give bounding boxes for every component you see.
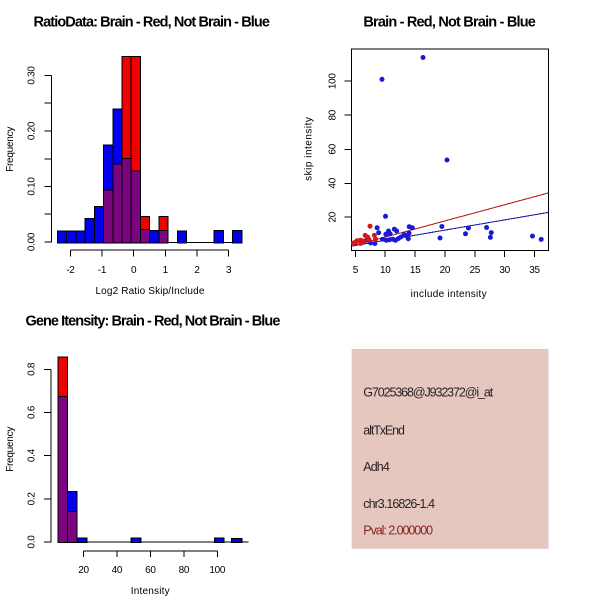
svg-text:Frequency: Frequency <box>5 127 16 172</box>
svg-text:Intensity: Intensity <box>131 586 170 597</box>
svg-text:-1: -1 <box>98 265 107 276</box>
svg-text:80: 80 <box>328 109 339 120</box>
svg-text:0.20: 0.20 <box>26 121 37 140</box>
svg-text:0.10: 0.10 <box>26 177 37 196</box>
svg-text:5: 5 <box>353 265 359 276</box>
svg-text:G7025368@J932372@i_at: G7025368@J932372@i_at <box>363 386 493 400</box>
svg-text:60: 60 <box>145 565 156 576</box>
svg-text:Adh4: Adh4 <box>363 460 390 474</box>
svg-text:0.30: 0.30 <box>26 66 37 85</box>
svg-text:3: 3 <box>226 265 232 276</box>
svg-text:20: 20 <box>440 265 451 276</box>
svg-text:0: 0 <box>131 265 137 276</box>
svg-text:0.6: 0.6 <box>26 405 37 419</box>
svg-text:100: 100 <box>209 565 226 576</box>
svg-text:30: 30 <box>499 265 510 276</box>
svg-text:0.00: 0.00 <box>26 232 37 251</box>
svg-text:include intensity: include intensity <box>411 289 487 300</box>
svg-text:0.2: 0.2 <box>26 492 37 506</box>
svg-text:60: 60 <box>328 143 339 154</box>
svg-text:Gene Itensity: Brain - Red, No: Gene Itensity: Brain - Red, Not Brain - … <box>26 314 281 330</box>
svg-text:25: 25 <box>470 265 481 276</box>
svg-text:Brain - Red, Not Brain - Blue: Brain - Red, Not Brain - Blue <box>363 15 535 31</box>
svg-text:1: 1 <box>163 265 169 276</box>
svg-text:0.4: 0.4 <box>26 448 37 462</box>
svg-text:Frequency: Frequency <box>5 427 16 472</box>
svg-text:0.0: 0.0 <box>26 535 37 549</box>
svg-text:chr3.16826-1.4: chr3.16826-1.4 <box>363 497 435 511</box>
svg-text:40: 40 <box>328 177 339 188</box>
svg-text:-2: -2 <box>66 265 75 276</box>
svg-text:40: 40 <box>112 565 123 576</box>
svg-text:20: 20 <box>328 211 339 222</box>
svg-text:20: 20 <box>78 565 89 576</box>
svg-text:altTxEnd: altTxEnd <box>363 424 405 438</box>
svg-text:100: 100 <box>328 73 339 90</box>
svg-text:10: 10 <box>380 265 391 276</box>
svg-text:skip intensity: skip intensity <box>303 117 314 181</box>
svg-text:35: 35 <box>529 265 540 276</box>
svg-text:0.8: 0.8 <box>26 362 37 376</box>
svg-text:80: 80 <box>179 565 190 576</box>
svg-text:Pval: 2.000000: Pval: 2.000000 <box>363 524 433 538</box>
svg-text:15: 15 <box>410 265 421 276</box>
svg-text:Log2 Ratio Skip/Include: Log2 Ratio Skip/Include <box>95 286 204 297</box>
svg-text:2: 2 <box>194 265 200 276</box>
svg-text:RatioData: Brain - Red, Not Br: RatioData: Brain - Red, Not Brain - Blue <box>34 15 270 31</box>
